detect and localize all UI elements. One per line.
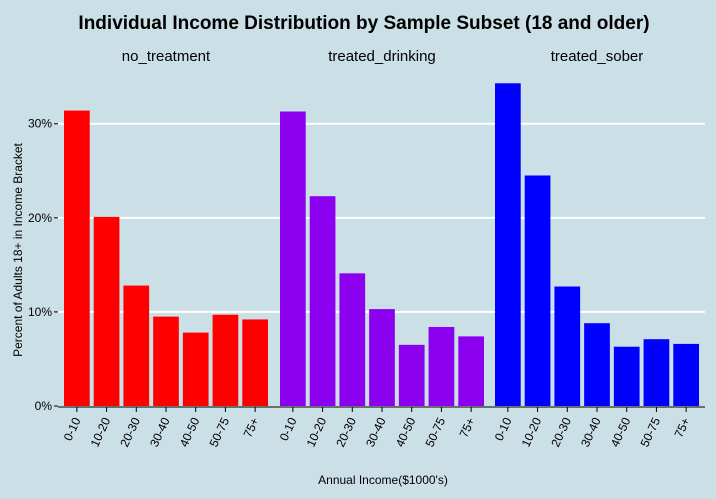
bar-10-20 — [309, 196, 336, 406]
bar-0-10 — [495, 83, 521, 407]
x-tick-label: 0-10 — [492, 415, 515, 443]
bar-40-50 — [398, 344, 425, 406]
bar-0-10 — [280, 111, 306, 406]
x-tick-label: 40-50 — [177, 415, 203, 449]
x-axis-title: Annual Income($1000's) — [318, 473, 448, 487]
x-tick-label: 0-10 — [277, 415, 300, 443]
bar-40-50 — [182, 332, 209, 406]
x-tick-label: 50-75 — [422, 415, 448, 449]
facet-panel-treated_drinking: treated_drinking 0-10 10-20 20-30 30-40 40-50… — [274, 48, 490, 449]
bar-20-30 — [123, 285, 150, 406]
x-tick-label: 10-20 — [88, 415, 114, 449]
y-axis-title: Percent of Adults 18+ in Income Bracket — [11, 142, 25, 356]
facet-label: treated_sober — [551, 48, 644, 65]
chart-title: Individual Income Distribution by Sample… — [78, 13, 649, 34]
x-tick-label: 75+ — [241, 415, 262, 439]
bar-20-30 — [554, 286, 581, 406]
facet-label: no_treatment — [122, 48, 211, 65]
x-tick-label: 75+ — [672, 415, 693, 439]
x-tick-label: 20-30 — [333, 415, 359, 449]
bar-10-20 — [93, 216, 120, 406]
bar-75+ — [242, 319, 268, 406]
x-tick-label: 40-50 — [393, 415, 419, 449]
x-tick-label: 20-30 — [117, 415, 143, 449]
bar-30-40 — [369, 309, 395, 406]
y-tick-label: 0% — [35, 399, 53, 413]
bar-10-20 — [524, 175, 551, 406]
bar-50-75 — [643, 339, 670, 406]
bar-75+ — [673, 343, 699, 406]
x-tick-label: 40-50 — [608, 415, 634, 449]
facet-label: treated_drinking — [328, 48, 436, 65]
x-tick-label: 20-30 — [548, 415, 574, 449]
bar-40-50 — [613, 346, 640, 406]
bar-75+ — [458, 336, 484, 406]
facet-panel-no_treatment: no_treatment 0-10 10-20 20-30 30-40 40-50 50-7… — [58, 48, 274, 449]
x-tick-label: 10-20 — [304, 415, 330, 449]
y-tick-label: 30% — [28, 117, 52, 131]
bar-50-75 — [212, 314, 239, 406]
bar-20-30 — [339, 273, 366, 406]
x-tick-label: 30-40 — [578, 415, 604, 449]
bar-30-40 — [153, 316, 179, 406]
bar-30-40 — [584, 323, 610, 406]
x-tick-label: 0-10 — [61, 415, 84, 443]
bar-0-10 — [64, 110, 90, 406]
x-tick-label: 75+ — [457, 415, 478, 439]
x-tick-label: 50-75 — [206, 415, 232, 449]
facet-panel-treated_sober: treated_sober 0-10 10-20 20-30 30-40 40-50 50-… — [489, 48, 705, 449]
x-tick-label: 30-40 — [147, 415, 173, 449]
y-tick-label: 20% — [28, 211, 52, 225]
x-tick-label: 10-20 — [519, 415, 545, 449]
bar-50-75 — [428, 326, 455, 406]
x-tick-label: 30-40 — [363, 415, 389, 449]
x-tick-label: 50-75 — [637, 415, 663, 449]
y-tick-label: 10% — [28, 305, 52, 319]
